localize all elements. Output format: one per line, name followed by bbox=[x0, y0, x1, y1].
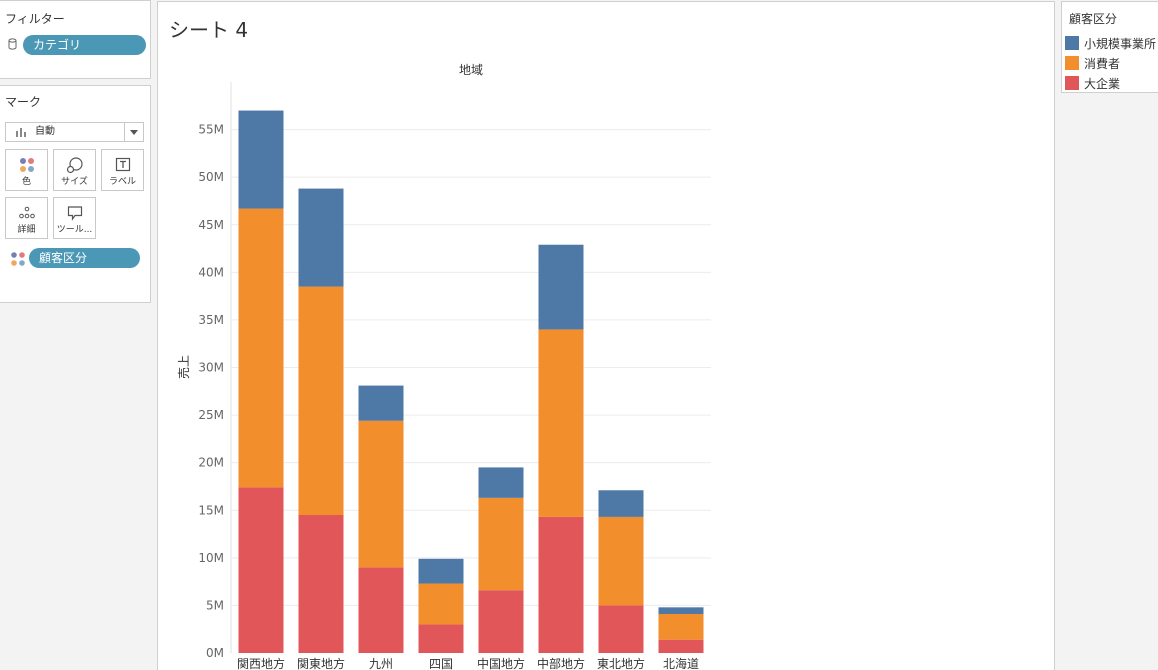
color-icon bbox=[11, 252, 25, 266]
worksheet: シート 4 0M 5M 10M 15M 20M 25M 30M 35M 40M 45M 50M 55M… bbox=[157, 1, 1055, 670]
filters-title: フィルター bbox=[5, 12, 65, 26]
chart-header: 地域 bbox=[459, 63, 483, 77]
bar-segment bbox=[538, 516, 584, 653]
legend-item-consumer[interactable]: 消費者 bbox=[1065, 55, 1158, 71]
color-pill-customer-segment[interactable]: 顧客区分 bbox=[29, 248, 140, 268]
x-tick-label: 北海道 bbox=[663, 656, 699, 670]
mark-type-dropdown[interactable]: 自動 bbox=[5, 122, 144, 142]
detail-icon bbox=[19, 206, 35, 219]
bar-segment bbox=[358, 567, 404, 653]
sheet-title: シート 4 bbox=[169, 18, 249, 42]
bar-segment bbox=[238, 487, 284, 653]
bar-segment bbox=[658, 639, 704, 653]
tooltip-button[interactable]: ツール... bbox=[53, 197, 96, 239]
label-button[interactable]: ラベル bbox=[101, 149, 144, 191]
bar-segment bbox=[598, 516, 644, 606]
bar-segment bbox=[478, 467, 524, 498]
x-tick-label: 九州 bbox=[369, 657, 393, 670]
marks-title: マーク bbox=[5, 95, 42, 109]
legend-item-corporate[interactable]: 大企業 bbox=[1065, 75, 1158, 91]
legend-label: 小規模事業所 bbox=[1084, 37, 1157, 51]
y-tick-label: 25M bbox=[198, 408, 224, 422]
color-legend: 顧客区分 小規模事業所 消費者 大企業 bbox=[1061, 1, 1158, 93]
detail-button[interactable]: 詳細 bbox=[5, 197, 48, 239]
x-tick-label: 東北地方 bbox=[597, 656, 645, 670]
bar-segment bbox=[298, 188, 344, 287]
y-tick-label: 45M bbox=[198, 218, 224, 232]
bar-segment bbox=[418, 583, 464, 625]
legend-swatch bbox=[1065, 76, 1079, 90]
label-button-label: ラベル bbox=[108, 177, 136, 187]
bar-segment bbox=[658, 607, 704, 614]
y-tick-label: 40M bbox=[198, 265, 224, 279]
y-tick-label: 10M bbox=[198, 551, 224, 565]
size-button-label: サイズ bbox=[61, 177, 88, 187]
y-tick-label: 15M bbox=[198, 503, 224, 517]
bar-segment bbox=[358, 420, 404, 568]
bar-segment bbox=[478, 590, 524, 653]
bar-segment bbox=[478, 497, 524, 591]
x-tick-label: 関東地方 bbox=[297, 656, 345, 670]
bar-segment bbox=[658, 613, 704, 640]
bar-segment bbox=[538, 244, 584, 330]
x-tick-label: 中部地方 bbox=[537, 656, 585, 670]
y-tick-label: 30M bbox=[198, 361, 224, 375]
bar-segment bbox=[238, 208, 284, 488]
marks-card: マーク 自動 色 サイズ ラベル bbox=[0, 85, 151, 303]
stacked-bar-chart: 0M 5M 10M 15M 20M 25M 30M 35M 40M 45M 50M 55M 売上 地域関西… bbox=[176, 63, 711, 670]
filters-shelf: フィルター カテゴリ bbox=[0, 0, 151, 79]
x-tick-label: 中国地方 bbox=[477, 656, 525, 670]
bar-segment bbox=[298, 515, 344, 653]
color-button-label: 色 bbox=[21, 177, 31, 187]
legend-label: 大企業 bbox=[1084, 77, 1121, 91]
label-icon bbox=[115, 157, 131, 172]
x-tick-label: 四国 bbox=[429, 657, 453, 670]
tooltip-button-label: ツール... bbox=[56, 225, 93, 235]
bar-segment bbox=[538, 329, 584, 517]
database-icon bbox=[8, 38, 17, 50]
bar-segment bbox=[418, 558, 464, 584]
filter-pill-category[interactable]: カテゴリ bbox=[23, 35, 146, 55]
y-tick-label: 55M bbox=[198, 123, 224, 137]
bar-segment bbox=[598, 605, 644, 653]
legend-swatch bbox=[1065, 36, 1079, 50]
legend-title: 顧客区分 bbox=[1069, 12, 1118, 26]
bar-segment bbox=[238, 110, 284, 209]
y-tick-label: 35M bbox=[198, 313, 224, 327]
detail-button-label: 詳細 bbox=[17, 225, 36, 235]
bar-segment bbox=[598, 490, 644, 517]
size-button[interactable]: サイズ bbox=[53, 149, 96, 191]
bar-segment bbox=[358, 385, 404, 421]
y-axis-title: 売上 bbox=[176, 355, 191, 379]
y-tick-label: 20M bbox=[198, 456, 224, 470]
chevron-down-icon[interactable] bbox=[124, 123, 143, 141]
bar-chart-icon bbox=[16, 128, 26, 137]
mark-type-label: 自動 bbox=[35, 126, 55, 137]
legend-item-small-business[interactable]: 小規模事業所 bbox=[1065, 35, 1158, 51]
x-tick-label: 関西地方 bbox=[237, 656, 285, 670]
tooltip-icon bbox=[67, 206, 83, 221]
color-button[interactable]: 色 bbox=[5, 149, 48, 191]
legend-label: 消費者 bbox=[1084, 57, 1121, 71]
color-icon bbox=[20, 158, 34, 172]
bar-segment bbox=[298, 286, 344, 516]
bar-segment bbox=[418, 624, 464, 653]
legend-swatch bbox=[1065, 56, 1079, 70]
y-tick-label: 0M bbox=[206, 646, 224, 660]
size-icon bbox=[66, 157, 83, 174]
y-tick-label: 50M bbox=[198, 170, 224, 184]
y-tick-label: 5M bbox=[206, 598, 224, 612]
